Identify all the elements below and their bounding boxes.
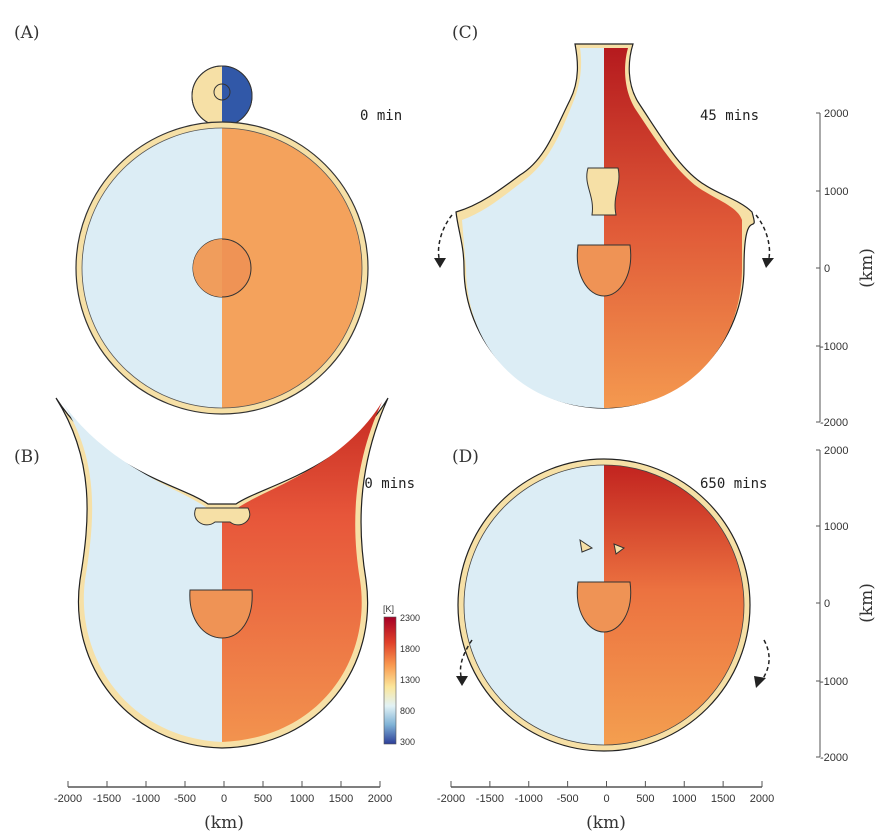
x-axis-right: -2000 -1500 -1000 -500 0 500 1000 1500 2000 [437,781,774,805]
x-tick: -2000 [54,793,82,805]
y-tick: 0 [824,598,830,610]
panel-a-label: (A) [14,23,40,43]
x-axis-left: -2000 -1500 -1000 -500 0 500 1000 1500 2000 [54,781,392,805]
planet-a [75,121,369,415]
x-tick: -1000 [515,793,543,805]
x-tick: -500 [557,793,579,805]
panel-d-label: (D) [452,447,479,467]
panel-c-time: 45 mins [700,108,759,124]
x-axis-label: (km) [586,813,626,833]
x-tick: 2000 [750,793,774,805]
x-tick: -1000 [132,793,160,805]
y-tick: -1000 [820,676,848,688]
x-tick: -1500 [476,793,504,805]
x-tick: -1500 [93,793,121,805]
flow-arrow-right-icon [761,639,770,681]
x-tick: 0 [221,793,227,805]
colorbar-unit: [K] [383,604,394,614]
x-tick: 1000 [290,793,314,805]
x-tick: 0 [603,793,609,805]
flow-arrow-left-icon [437,214,453,263]
colorbar: [K] 2300 1800 1300 800 300 [383,604,420,747]
panel-c-label: (C) [452,23,478,43]
x-axis-label: (km) [204,813,244,833]
x-tick: 1000 [672,793,696,805]
y-tick: -2000 [820,417,848,429]
y-axis-label: (km) [857,583,877,623]
colorbar-tick: 2300 [400,613,420,623]
y-axis-top: 2000 1000 0 -1000 -2000 (km) [816,108,877,429]
panel-a-time: 0 min [360,108,402,124]
x-tick: 1500 [329,793,353,805]
colorbar-tick: 300 [400,737,415,747]
panel-c: (C) 45 mins [434,23,774,409]
colorbar-tick: 800 [400,706,415,716]
panel-d: (D) 650 mins [452,447,770,752]
flow-arrow-right-icon [755,214,771,263]
panel-d-time: 650 mins [700,476,767,492]
y-axis-label: (km) [857,248,877,288]
colorbar-tick: 1300 [400,675,420,685]
y-axis-bottom: 2000 1000 0 -1000 -2000 (km) [816,445,877,764]
panel-b: (B) 10 mins [14,397,415,749]
y-tick: -1000 [820,341,848,353]
panel-b-label: (B) [14,447,40,467]
panel-a: (A) 0 min [14,23,402,415]
impactor [191,65,253,127]
colorbar-tick: 1800 [400,644,420,654]
flow-arrow-left-icon [459,639,473,681]
x-tick: 1500 [711,793,735,805]
y-tick: 2000 [824,445,848,457]
y-tick: -2000 [820,752,848,764]
y-tick: 1000 [824,186,848,198]
x-tick: -2000 [437,793,465,805]
y-tick: 1000 [824,521,848,533]
y-tick: 2000 [824,108,848,120]
y-tick: 0 [824,263,830,275]
x-tick: 500 [254,793,272,805]
x-tick: 500 [636,793,654,805]
panel-b-time: 10 mins [356,476,415,492]
x-tick: -500 [174,793,196,805]
x-tick: 2000 [368,793,392,805]
